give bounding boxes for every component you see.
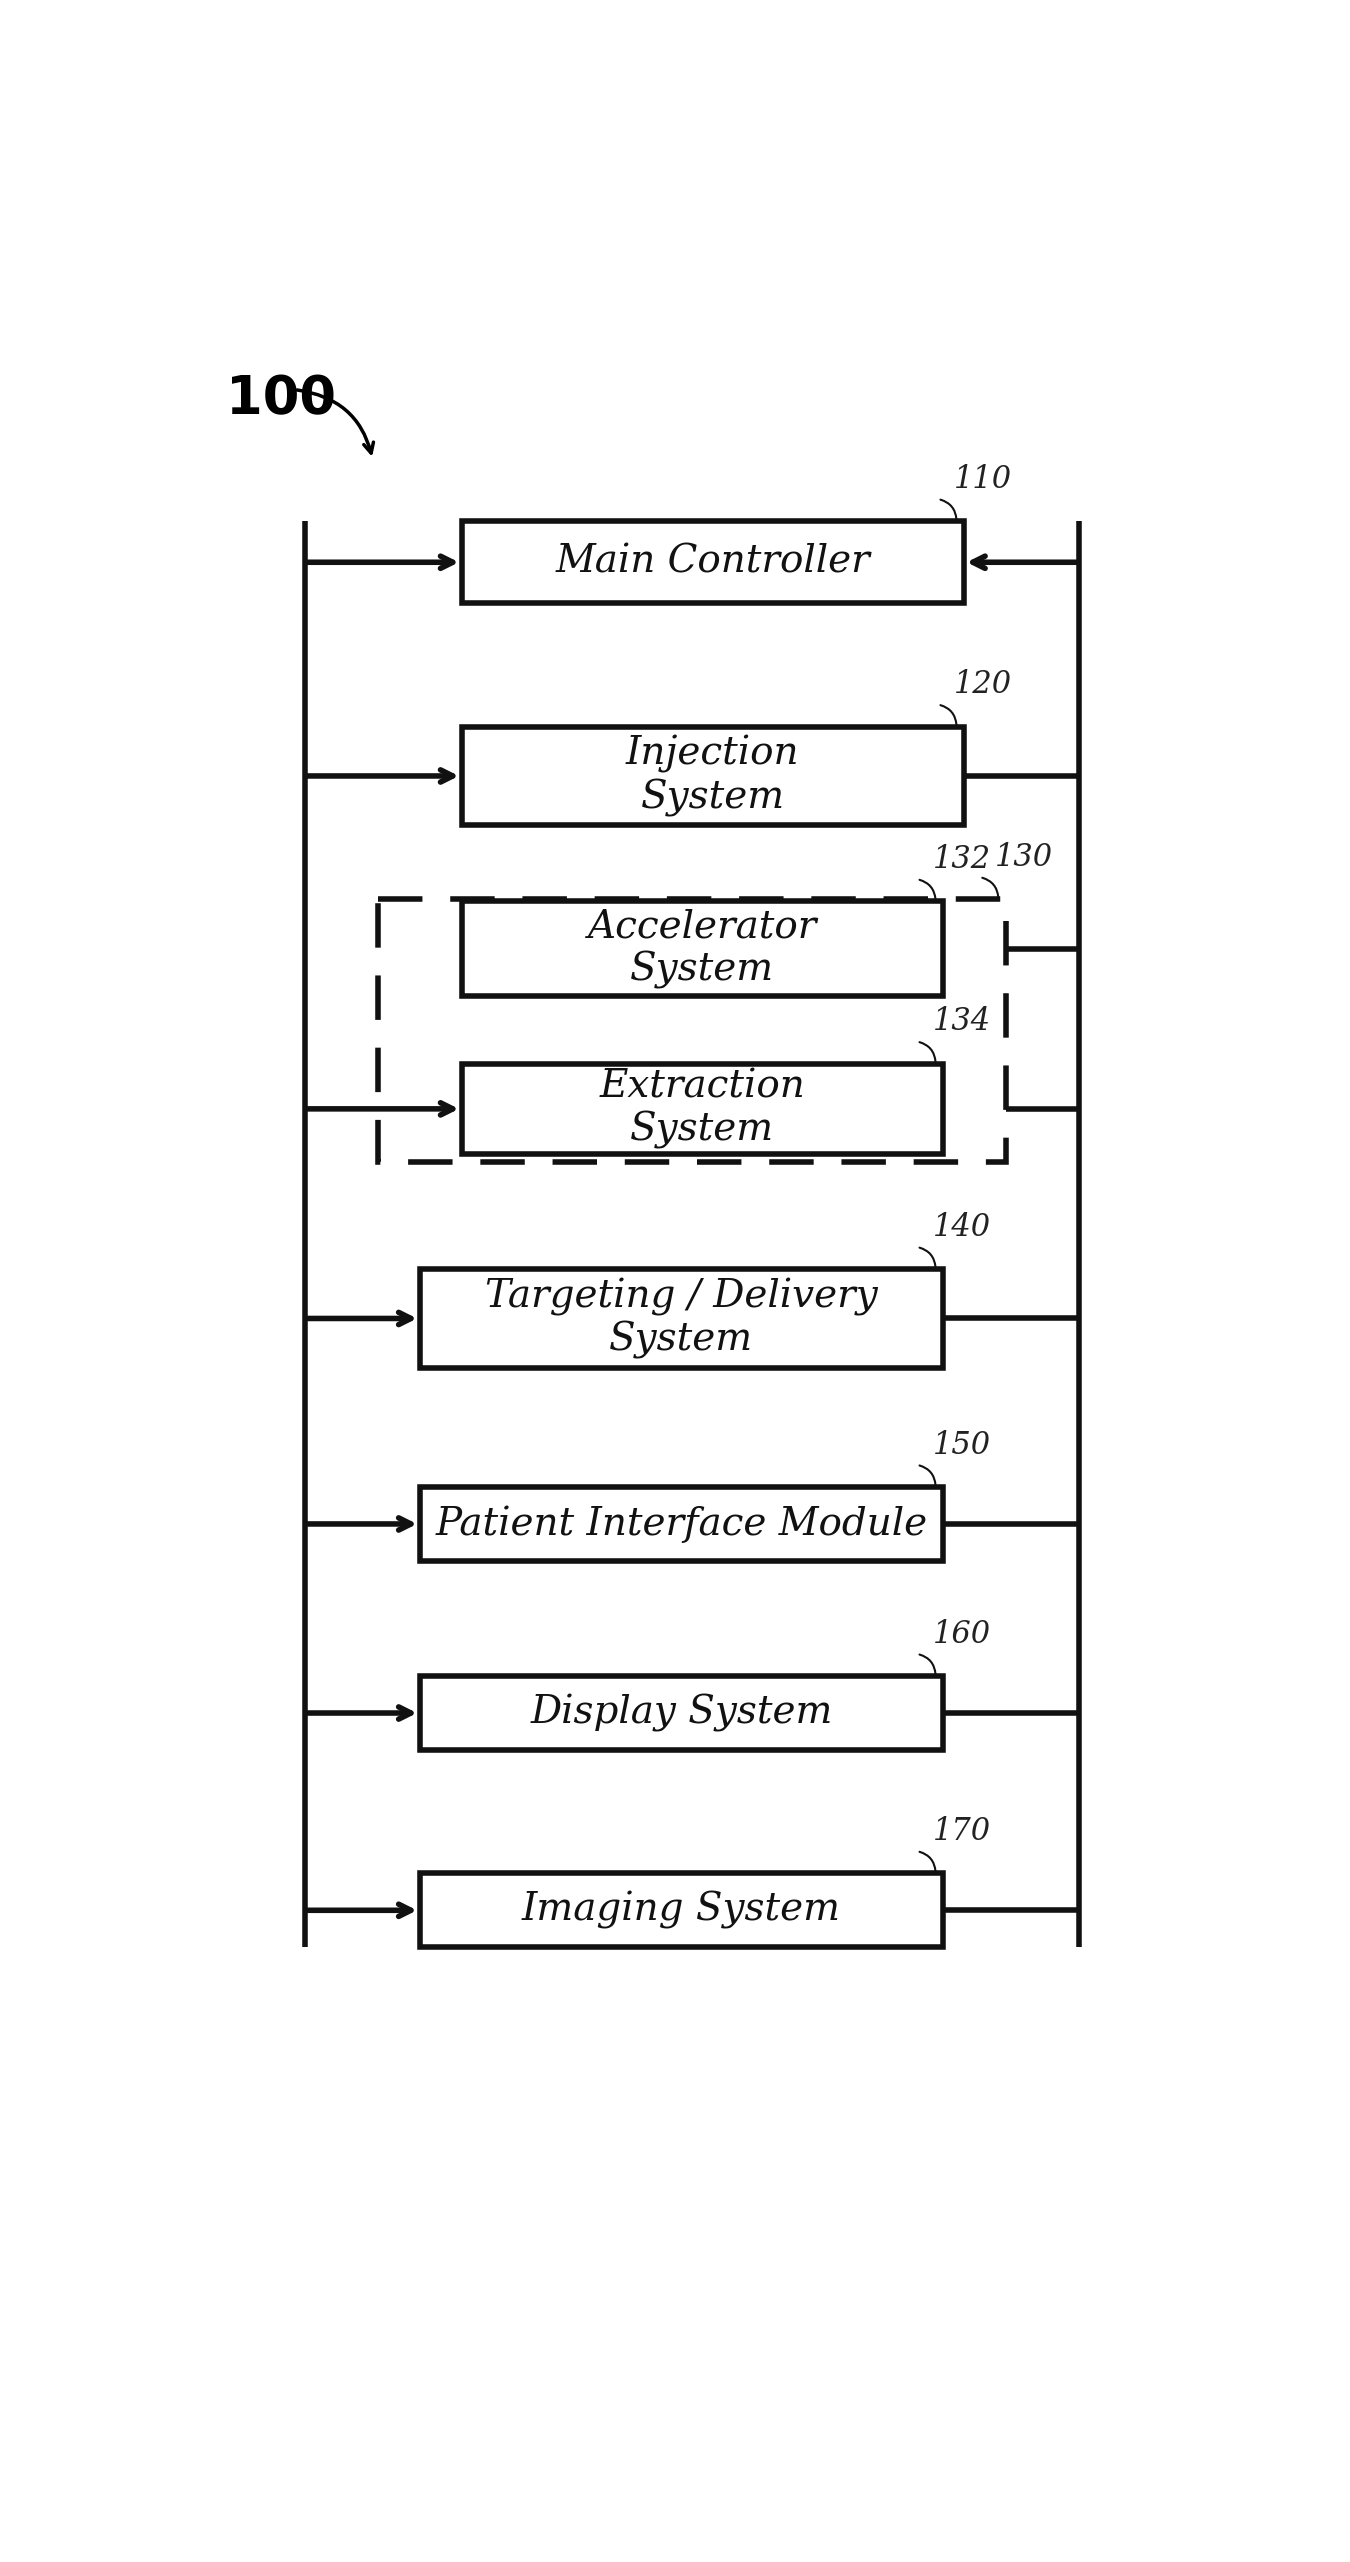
Bar (420, 1676, 944, 1750)
Text: 134: 134 (933, 1007, 991, 1038)
Text: 160: 160 (933, 1619, 991, 1650)
Text: Main Controller: Main Controller (555, 543, 871, 582)
Text: 170: 170 (933, 1816, 991, 1847)
Bar (462, 1063, 944, 1153)
Bar (462, 902, 944, 997)
Text: Extraction
System: Extraction System (599, 1068, 805, 1150)
Text: Imaging System: Imaging System (522, 1891, 841, 1929)
Bar (378, 899, 1006, 1163)
Text: 140: 140 (933, 1212, 991, 1243)
Text: 110: 110 (953, 464, 1011, 494)
Bar (462, 728, 964, 825)
Text: Display System: Display System (531, 1693, 833, 1732)
Text: Injection
System: Injection System (626, 735, 799, 817)
Text: 100: 100 (227, 374, 336, 425)
Text: Targeting / Delivery
System: Targeting / Delivery System (485, 1278, 878, 1360)
Text: 120: 120 (953, 669, 1011, 699)
Text: Accelerator
System: Accelerator System (587, 907, 817, 989)
Bar (420, 1873, 944, 1947)
Bar (420, 1486, 944, 1560)
Text: 132: 132 (933, 843, 991, 876)
Text: Patient Interface Module: Patient Interface Module (435, 1506, 927, 1542)
Text: 130: 130 (995, 843, 1053, 874)
Bar (462, 520, 964, 605)
Bar (420, 1268, 944, 1368)
Text: 150: 150 (933, 1430, 991, 1460)
